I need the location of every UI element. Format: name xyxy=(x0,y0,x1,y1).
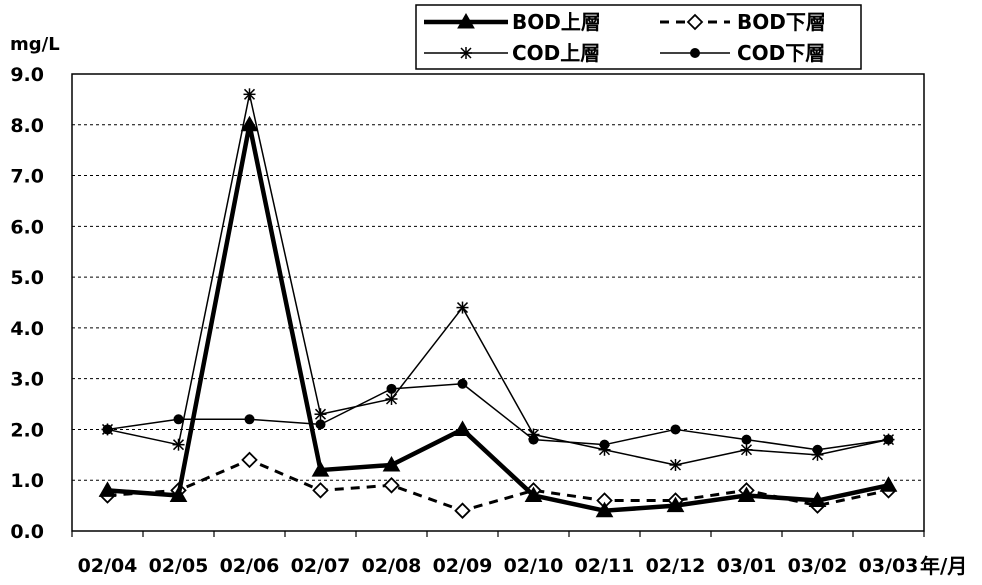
x-tick-label: 02/07 xyxy=(291,555,351,577)
data-point xyxy=(386,383,397,394)
data-point xyxy=(599,439,610,450)
x-tick-label: 03/02 xyxy=(788,555,848,577)
legend-label: COD下層 xyxy=(737,41,825,65)
legend-marker xyxy=(460,47,472,59)
y-tick-label: 7.0 xyxy=(10,166,44,188)
x-tick-label: 02/09 xyxy=(433,555,493,577)
data-point xyxy=(740,443,753,456)
legend: BOD上層 BOD下層 COD上層 COD下層 xyxy=(415,4,862,70)
legend-label: COD上層 xyxy=(512,41,600,65)
data-point xyxy=(737,486,756,502)
legend-marker xyxy=(457,12,475,29)
data-point xyxy=(240,115,259,132)
data-point xyxy=(453,420,472,436)
data-point xyxy=(383,477,400,494)
data-point xyxy=(812,444,823,455)
legend-label: BOD上層 xyxy=(512,10,601,34)
data-point xyxy=(243,88,256,101)
data-point xyxy=(314,408,327,421)
legend-item: BOD上層 xyxy=(424,10,601,34)
x-axis-label: 年/月 xyxy=(920,554,967,578)
legend-item: BOD下層 xyxy=(660,10,826,34)
data-point xyxy=(528,434,539,445)
data-point xyxy=(312,482,329,499)
data-point xyxy=(385,392,398,405)
data-point xyxy=(879,476,898,492)
legend-item: COD下層 xyxy=(660,41,825,65)
data-point xyxy=(241,451,258,469)
data-point xyxy=(173,414,184,425)
data-point xyxy=(666,496,685,513)
data-point xyxy=(457,378,468,389)
y-tick-label: 6.0 xyxy=(10,216,44,238)
data-point xyxy=(169,486,188,502)
data-point xyxy=(741,434,752,445)
data-point xyxy=(172,438,185,451)
data-point xyxy=(669,458,682,471)
data-point xyxy=(244,414,255,425)
series-line xyxy=(107,93,889,466)
series-line xyxy=(107,122,889,513)
y-tick-label: 4.0 xyxy=(10,318,44,340)
data-point xyxy=(382,455,401,472)
data-point xyxy=(454,502,471,519)
x-tick-label: 02/12 xyxy=(646,555,706,577)
x-tick-label: 03/03 xyxy=(859,555,919,577)
y-tick-label: 0.0 xyxy=(10,521,44,543)
legend-marker xyxy=(686,13,704,31)
x-tick-label: 02/04 xyxy=(78,555,138,577)
data-point xyxy=(883,434,894,445)
y-tick-label: 1.0 xyxy=(10,470,44,492)
data-point xyxy=(98,481,117,497)
y-tick-label: 3.0 xyxy=(10,369,44,391)
legend-box xyxy=(415,4,862,70)
y-tick-label: 5.0 xyxy=(10,267,44,289)
data-point xyxy=(670,424,681,435)
x-tick-label: 02/11 xyxy=(575,555,635,577)
data-point xyxy=(808,491,827,508)
y-axis-label: mg/L xyxy=(10,34,60,55)
x-tick-label: 02/10 xyxy=(504,555,564,577)
data-point xyxy=(524,486,543,502)
data-point xyxy=(456,301,469,314)
legend-marker xyxy=(690,48,700,58)
series-1 xyxy=(98,115,898,518)
legend-item: COD上層 xyxy=(424,41,600,65)
series-4 xyxy=(102,378,894,455)
series-line xyxy=(107,458,889,513)
y-tick-label: 8.0 xyxy=(10,115,44,137)
x-tick-label: 02/05 xyxy=(149,555,209,577)
series-line xyxy=(107,382,889,451)
y-tick-label: 2.0 xyxy=(10,419,44,441)
legend-label: BOD下層 xyxy=(737,10,826,34)
data-point xyxy=(102,424,113,435)
x-tick-label: 02/08 xyxy=(362,555,422,577)
data-point xyxy=(311,461,330,477)
x-tick-label: 03/01 xyxy=(717,555,777,577)
data-point xyxy=(595,501,614,518)
y-tick-label: 9.0 xyxy=(10,64,44,86)
x-tick-label: 02/06 xyxy=(220,555,280,577)
data-point xyxy=(315,419,326,430)
